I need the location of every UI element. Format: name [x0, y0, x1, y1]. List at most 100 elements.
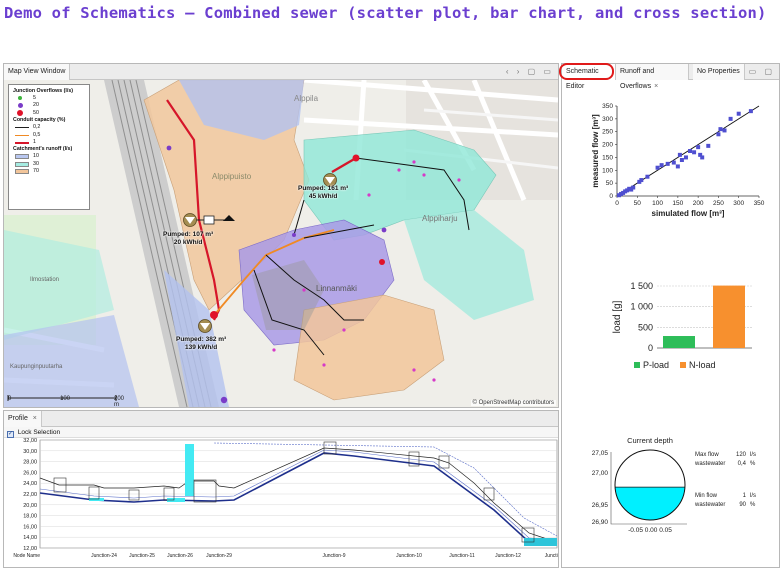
scatter-point — [637, 179, 642, 184]
y-tick-label: 150 — [602, 154, 613, 161]
window-controls[interactable]: ‹ › ▢ ▭ — [505, 67, 554, 76]
tab-runoff-and-overflows[interactable]: Runoff and Overflows × — [616, 64, 689, 90]
profile-x-label: Junction-9 — [322, 553, 345, 559]
schematic-editor-highlight — [559, 63, 614, 80]
pipe-outline — [614, 449, 686, 521]
tab-schematic-editor[interactable]: Schematic Editor — [562, 64, 616, 90]
profile-x-label: Node Name — [13, 553, 40, 559]
conduit-red-east — [331, 156, 357, 174]
catchment-teal-east — [404, 210, 534, 320]
x-tick-label: 150 — [672, 200, 683, 207]
place-label-ilmostation: Ilmostation — [30, 277, 60, 283]
scatter-point — [736, 111, 741, 116]
map-canvas[interactable]: Alppila Alppipuisto Alppiharju Linnanmäk… — [4, 80, 558, 407]
profile-y-tick: 24,00 — [23, 481, 37, 487]
place-label-linnanmaki: Linnanmäki — [316, 284, 357, 293]
scatter-point — [625, 188, 630, 193]
scatter-point — [621, 190, 626, 195]
max-flow-unit: l/s — [750, 452, 756, 458]
x-tick-label: 300 — [733, 200, 744, 207]
scatter-point — [679, 158, 684, 162]
lock-selection-checkbox[interactable]: ✓ — [7, 431, 14, 438]
manhole — [53, 477, 67, 493]
junction-dots — [166, 145, 461, 404]
bar-y-tick-label: 500 — [638, 322, 653, 332]
window-controls[interactable]: ▭ ▢ — [748, 67, 775, 76]
profile-x-label: Junction — [545, 553, 558, 559]
cross-section-x-ticks: -0,05 0,00 0,05 — [628, 527, 672, 532]
legend-conduit-item: 1 — [13, 139, 85, 146]
lock-selection-row[interactable]: ✓ Lock Selection — [4, 427, 558, 438]
water-fill — [89, 498, 104, 501]
profile-y-tick: 22,00 — [23, 492, 37, 498]
min-flow-label: Min flow — [695, 493, 718, 499]
bar-legend-swatch — [634, 362, 640, 368]
legend-conduit-title: Conduit capacity (%) — [13, 117, 66, 124]
min-flow-unit: l/s — [750, 493, 756, 499]
place-label-alppila: Alppila — [294, 94, 319, 103]
max-flow-pct-unit: % — [750, 461, 756, 467]
close-icon[interactable]: × — [32, 415, 37, 422]
profile-y-tick: 30,00 — [23, 449, 37, 455]
scatter-point — [671, 160, 676, 165]
pump-label-107: Pumped: 107 m³ 20 kWh/d — [163, 231, 214, 246]
tab-map-view-window[interactable]: Map View Window — [4, 64, 71, 80]
pipe-crown-line — [39, 449, 558, 541]
scatter-point — [722, 128, 727, 133]
catchment-blue-north — [179, 80, 304, 140]
scatter-point — [728, 116, 733, 121]
y-tick-label: 250 — [602, 129, 613, 136]
tab-profile[interactable]: Profile × — [4, 411, 42, 427]
water-fill — [167, 498, 185, 502]
water-fill — [615, 487, 685, 520]
y-tick-label: 100 — [602, 167, 613, 174]
legend-runoff-item: 70 — [13, 168, 85, 175]
catchment-blue-south — [164, 270, 229, 407]
close-icon[interactable]: × — [654, 83, 659, 90]
bar-legend-label: P-load — [643, 360, 669, 370]
place-label-alppipuisto: Alppipuisto — [212, 172, 252, 181]
scatter-point — [617, 193, 622, 198]
y-axis-label: measured flow [m³] — [591, 114, 600, 188]
page-title: Demo of Schematics – Combined sewer (sca… — [4, 4, 767, 22]
scatter-point — [639, 178, 644, 183]
map-tabbar: Map View Window ‹ › ▢ ▭ — [4, 64, 558, 80]
cross-section-y-tick: 26,95 — [592, 502, 609, 509]
tab-no-properties[interactable]: No Properties — [693, 64, 745, 80]
x-tick-label: 100 — [652, 200, 663, 207]
bar-y-tick-label: 1 000 — [630, 302, 653, 312]
pipe-invert-line — [39, 452, 558, 545]
x-tick-label: 350 — [754, 200, 765, 207]
manhole — [483, 487, 495, 501]
manhole — [438, 455, 450, 469]
profile-x-label: Junction-12 — [495, 553, 521, 559]
max-flow-label: Max flow — [695, 452, 719, 458]
manhole — [163, 487, 175, 501]
osm-credit: © OpenStreetMap contributors — [470, 400, 556, 406]
scatter-point — [718, 127, 723, 132]
x-tick-label: 200 — [693, 200, 704, 207]
scatter-point — [665, 161, 670, 166]
scatter-point — [683, 155, 688, 160]
pump-pressure-line — [213, 442, 558, 537]
y-tick-label: 350 — [602, 103, 613, 110]
x-tick-label: 50 — [634, 200, 642, 207]
profile-x-label: Junction-24 — [91, 553, 117, 559]
cross-section-title: Current depth — [627, 436, 673, 445]
scatter-point — [627, 186, 632, 191]
right-window: Schematic Editor Runoff and Overflows × … — [561, 63, 780, 568]
profile-y-tick: 26,00 — [23, 470, 37, 476]
bar-chart: 0 500 1 000 1 500 load [g] P-load N-load — [612, 281, 752, 370]
map-legend: Junction Overflows (l/s) 5 20 50 Conduit… — [8, 84, 90, 210]
right-tabbar: Schematic Editor Runoff and Overflows × … — [562, 64, 779, 90]
profile-chart: 32,00 30,00 28,00 26,00 24,00 22,00 20,00 18,00… — [13, 438, 558, 559]
place-label-alppiharju: Alppiharju — [422, 214, 458, 223]
scatter-point — [659, 163, 664, 168]
bar-y-tick-label: 1 500 — [630, 281, 653, 291]
min-flow-label2: wastewater — [694, 502, 725, 508]
profile-y-tick: 16,00 — [23, 524, 37, 530]
max-flow-label2: wastewater — [694, 461, 725, 467]
min-flow-pct-unit: % — [750, 502, 756, 508]
pump-label-382: Pumped: 382 m³ 139 kWh/d — [176, 336, 227, 351]
scatter-plot: 0 50 100 150 200 250 300 350 0 50 100 150 200 250 300 3… — [591, 103, 765, 218]
